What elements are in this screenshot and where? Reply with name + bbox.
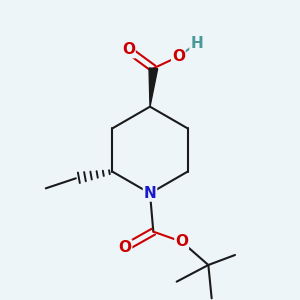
Polygon shape: [149, 68, 158, 107]
Text: O: O: [175, 234, 188, 249]
Text: H: H: [190, 36, 203, 51]
Text: O: O: [122, 43, 135, 58]
Text: O: O: [172, 49, 185, 64]
Text: N: N: [144, 186, 156, 201]
Text: O: O: [118, 240, 131, 255]
